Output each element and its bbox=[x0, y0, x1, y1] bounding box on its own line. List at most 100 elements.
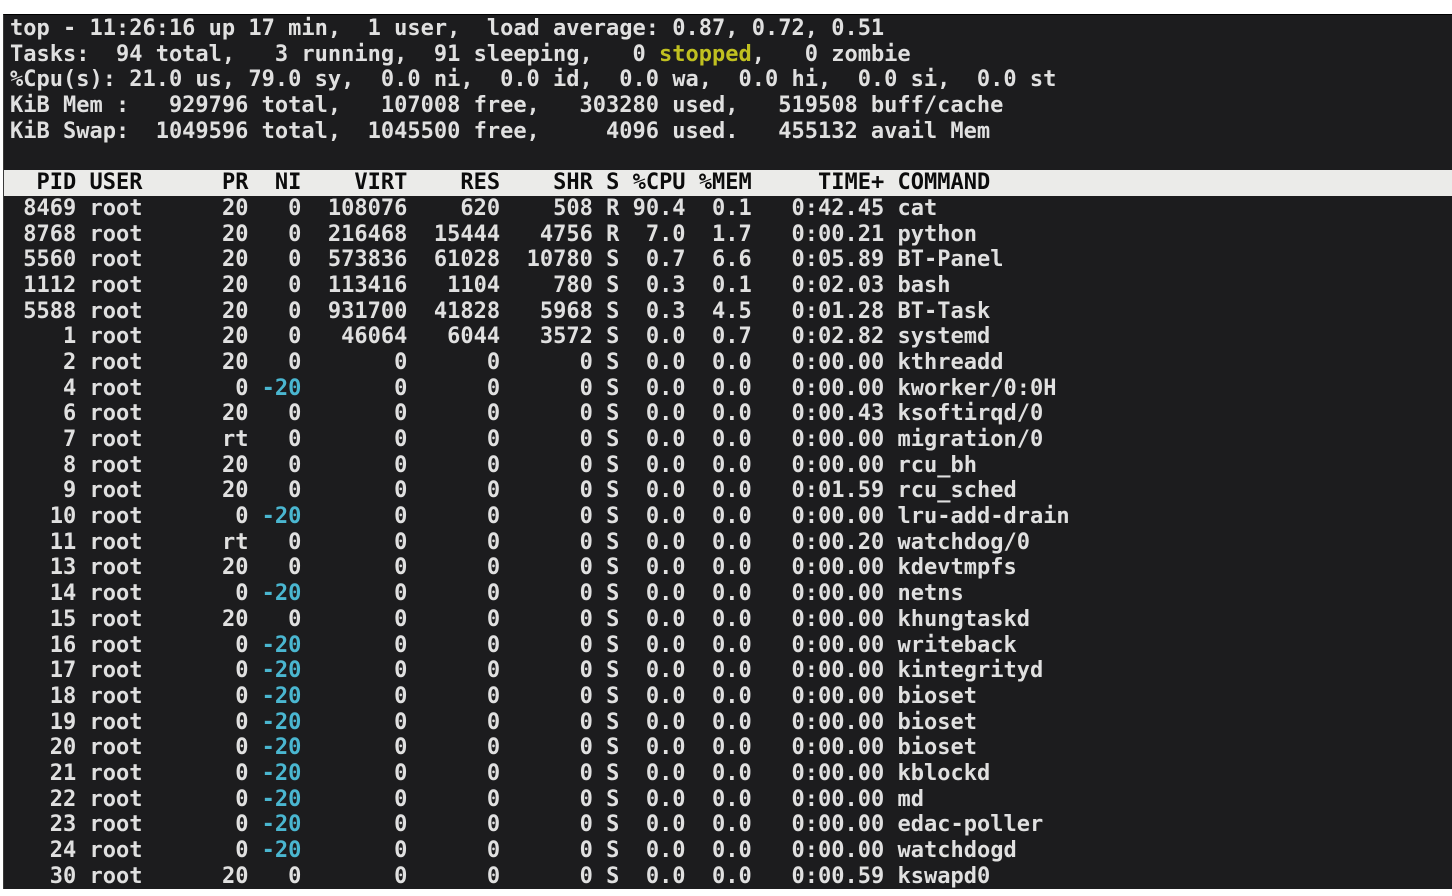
cell-shr: 0 bbox=[500, 478, 593, 504]
cell-time: 0:00.00 bbox=[751, 349, 885, 375]
cell-s: R bbox=[592, 195, 620, 221]
cell-cpu: 0.0 bbox=[619, 786, 686, 812]
cell-user: root bbox=[76, 504, 196, 530]
cell-s: S bbox=[592, 735, 620, 761]
cell-pr: 20 bbox=[195, 606, 249, 632]
cell-res: 0 bbox=[407, 529, 501, 555]
cell-s: S bbox=[592, 606, 620, 632]
column-header-shr: SHR bbox=[500, 170, 593, 196]
cell-s: S bbox=[592, 324, 620, 350]
cell-command: rcu_bh bbox=[884, 452, 977, 478]
cell-pr: 0 bbox=[195, 632, 249, 658]
cell-cpu: 0.0 bbox=[619, 683, 686, 709]
cell-pid: 15 bbox=[10, 606, 77, 632]
cell-pr: 20 bbox=[195, 298, 249, 324]
cell-res: 0 bbox=[407, 760, 501, 786]
cell-pr: 0 bbox=[195, 504, 249, 530]
cell-ni: -20 bbox=[248, 735, 302, 761]
cell-pr: 20 bbox=[195, 349, 249, 375]
cell-pr: 20 bbox=[195, 221, 249, 247]
cell-pid: 20 bbox=[10, 735, 77, 761]
cell-user: root bbox=[76, 195, 196, 221]
cell-pid: 14 bbox=[10, 581, 77, 607]
cell-shr: 3572 bbox=[500, 324, 593, 350]
cell-pr: 0 bbox=[195, 709, 249, 735]
cell-user: root bbox=[76, 760, 196, 786]
cell-user: root bbox=[76, 427, 196, 452]
cell-time: 0:00.00 bbox=[751, 812, 885, 838]
cell-pid: 1112 bbox=[10, 272, 77, 298]
cell-command: migration/0 bbox=[884, 427, 1044, 452]
cell-pr: 20 bbox=[195, 555, 249, 581]
cell-shr: 0 bbox=[500, 555, 593, 581]
cell-user: root bbox=[76, 863, 196, 889]
cell-shr: 508 bbox=[500, 195, 593, 221]
cell-user: root bbox=[76, 606, 196, 632]
cell-pr: 0 bbox=[195, 375, 249, 401]
cell-pr: 20 bbox=[195, 863, 249, 889]
cell-pid: 23 bbox=[10, 812, 77, 838]
cell-shr: 0 bbox=[500, 735, 593, 761]
column-header-ni: NI bbox=[248, 170, 302, 196]
cell-command: kworker/0:0H bbox=[884, 375, 1057, 401]
cell-pr: 20 bbox=[195, 478, 249, 504]
process-row-pid-11: 11 root rt 0 0 0 0 S 0.0 0.0 0:00.20 wat… bbox=[10, 530, 1452, 556]
cell-res: 0 bbox=[407, 349, 501, 375]
cell-mem: 6.6 bbox=[685, 247, 752, 273]
cell-pr: 0 bbox=[195, 838, 249, 863]
cell-shr: 0 bbox=[500, 401, 593, 427]
cell-mem: 4.5 bbox=[685, 298, 752, 324]
cell-cpu: 0.0 bbox=[619, 401, 686, 427]
cell-pid: 7 bbox=[10, 427, 77, 452]
terminal-window[interactable]: top - 11:26:16 up 17 min, 1 user, load a… bbox=[3, 14, 1452, 889]
cell-cpu: 0.0 bbox=[619, 452, 686, 478]
cell-shr: 0 bbox=[500, 838, 593, 863]
process-row-pid-22: 22 root 0 -20 0 0 0 S 0.0 0.0 0:00.00 md bbox=[10, 787, 1452, 813]
cell-ni: -20 bbox=[248, 812, 302, 838]
cell-cpu: 0.0 bbox=[619, 529, 686, 555]
cell-s: S bbox=[592, 581, 620, 607]
cell-virt: 0 bbox=[301, 786, 408, 812]
cell-res: 0 bbox=[407, 786, 501, 812]
cell-shr: 0 bbox=[500, 786, 593, 812]
cell-ni: -20 bbox=[248, 760, 302, 786]
swap-line: KiB Swap: 1049596 total, 1045500 free, 4… bbox=[10, 119, 1452, 145]
cell-pr: 0 bbox=[195, 658, 249, 684]
cell-res: 0 bbox=[407, 683, 501, 709]
cell-pid: 11 bbox=[10, 529, 77, 555]
cell-virt: 0 bbox=[301, 760, 408, 786]
cell-cpu: 0.0 bbox=[619, 375, 686, 401]
cell-virt: 0 bbox=[301, 581, 408, 607]
process-row-pid-18: 18 root 0 -20 0 0 0 S 0.0 0.0 0:00.00 bi… bbox=[10, 684, 1452, 710]
cell-cpu: 0.0 bbox=[619, 349, 686, 375]
cell-command: systemd bbox=[884, 324, 991, 350]
cell-pr: 20 bbox=[195, 452, 249, 478]
column-header-time: TIME+ bbox=[751, 170, 885, 196]
cell-pid: 6 bbox=[10, 401, 77, 427]
cell-time: 0:00.00 bbox=[751, 632, 885, 658]
cell-command: BT-Task bbox=[884, 298, 991, 324]
cell-cpu: 0.0 bbox=[619, 555, 686, 581]
cell-pr: 20 bbox=[195, 195, 249, 221]
cell-pid: 8469 bbox=[10, 195, 77, 221]
cell-mem: 0.1 bbox=[685, 195, 752, 221]
cell-command: watchdogd bbox=[884, 838, 1017, 863]
cell-pid: 13 bbox=[10, 555, 77, 581]
cell-shr: 0 bbox=[500, 504, 593, 530]
cell-user: root bbox=[76, 786, 196, 812]
cell-command: BT-Panel bbox=[884, 247, 1004, 273]
cell-mem: 0.0 bbox=[685, 683, 752, 709]
summary-segment: %Cpu(s): 21.0 us, 79.0 sy, 0.0 ni, 0.0 i… bbox=[10, 67, 1057, 93]
process-row-pid-30: 30 root 20 0 0 0 0 S 0.0 0.0 0:00.59 ksw… bbox=[10, 864, 1452, 889]
cell-s: S bbox=[592, 504, 620, 530]
cell-cpu: 0.0 bbox=[619, 709, 686, 735]
cell-user: root bbox=[76, 324, 196, 350]
cell-user: root bbox=[76, 683, 196, 709]
cell-cpu: 0.0 bbox=[619, 812, 686, 838]
cell-cpu: 0.0 bbox=[619, 632, 686, 658]
cell-time: 0:00.00 bbox=[751, 709, 885, 735]
process-row-pid-14: 14 root 0 -20 0 0 0 S 0.0 0.0 0:00.00 ne… bbox=[10, 581, 1452, 607]
column-header-s: S bbox=[592, 170, 620, 196]
cell-mem: 0.0 bbox=[685, 658, 752, 684]
cell-res: 0 bbox=[407, 581, 501, 607]
